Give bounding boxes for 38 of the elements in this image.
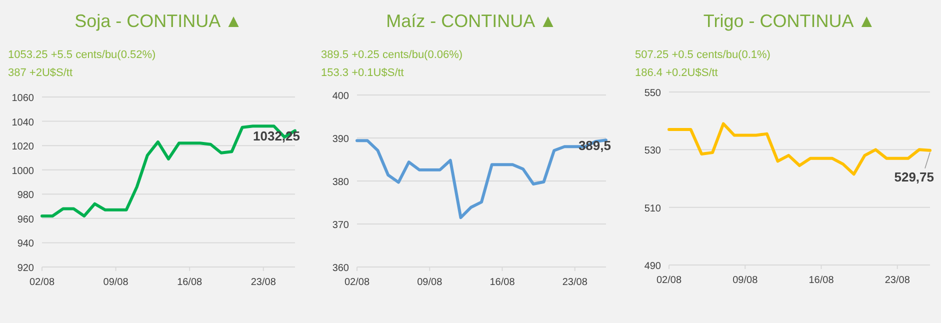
data-label: 529,75 <box>894 169 934 184</box>
x-tick-label: 23/08 <box>884 275 910 286</box>
y-tick-label: 1000 <box>12 166 34 177</box>
y-tick-label: 530 <box>644 146 662 157</box>
y-tick-label: 960 <box>17 214 34 226</box>
chart-subtitle: 389.5 +0.25 cents/bu(0.06%) 153.3 +0.1U$S/tt <box>321 49 463 79</box>
y-tick-label: 940 <box>17 238 34 250</box>
x-tick-label: 16/08 <box>177 277 203 288</box>
y-tick-label: 550 <box>644 88 662 99</box>
chart-title: Trigo - CONTINUA ▲ <box>703 11 876 31</box>
chart-title: Maíz - CONTINUA ▲ <box>386 11 557 31</box>
x-tick-label: 02/08 <box>656 275 682 286</box>
x-tick-label: 02/08 <box>344 277 370 288</box>
y-tick-label: 1040 <box>12 117 34 128</box>
y-tick-label: 510 <box>644 203 662 214</box>
x-tick-label: 16/08 <box>490 277 516 288</box>
y-tick-label: 1020 <box>12 142 34 153</box>
x-tick-label: 23/08 <box>562 277 588 288</box>
y-tick-label: 380 <box>332 177 350 188</box>
chart-subtitle: 1053.25 +5.5 cents/bu(0.52%) 387 +2U$S/tt <box>8 49 156 79</box>
x-tick-label: 23/08 <box>250 277 276 288</box>
y-tick-label: 360 <box>332 263 350 274</box>
x-tick-label: 02/08 <box>29 277 55 288</box>
x-tick-label: 09/08 <box>103 277 129 288</box>
y-tick-label: 390 <box>332 134 350 145</box>
x-tick-label: 09/08 <box>732 275 758 286</box>
y-tick-label: 1060 <box>12 93 34 104</box>
chart-subtitle: 507.25 +0.5 cents/bu(0.1%) 186.4 +0.2U$S/tt <box>635 49 770 79</box>
data-label: 1032,25 <box>253 128 300 144</box>
y-tick-label: 400 <box>332 91 350 102</box>
x-tick-label: 16/08 <box>808 275 834 286</box>
x-tick-label: 09/08 <box>417 277 443 288</box>
data-label: 389,5 <box>578 138 611 154</box>
y-tick-label: 980 <box>17 190 34 202</box>
chart-title: Soja - CONTINUA ▲ <box>74 11 242 31</box>
y-tick-label: 490 <box>644 261 662 272</box>
y-tick-label: 920 <box>17 263 34 274</box>
y-tick-label: 370 <box>332 220 350 231</box>
